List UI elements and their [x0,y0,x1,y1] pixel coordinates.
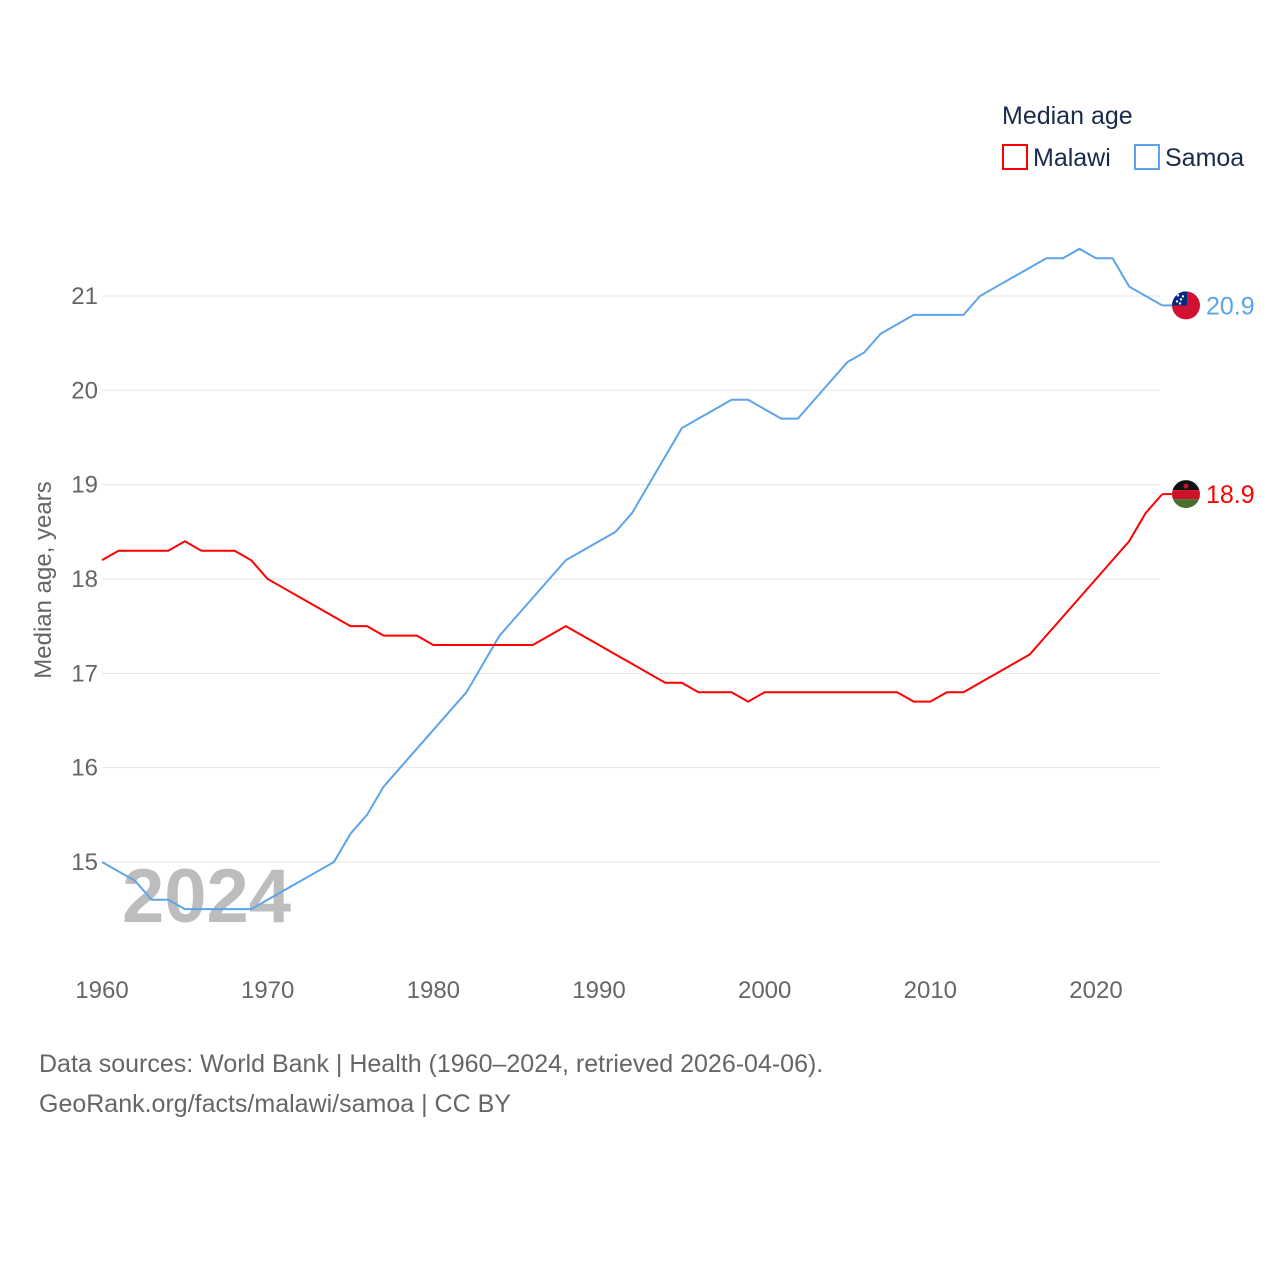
x-tick-label: 1970 [241,977,294,1004]
legend-item-samoa[interactable]: Samoa [1134,144,1244,172]
samoa-flag-icon [1172,291,1200,320]
x-tick-label: 2020 [1069,977,1122,1004]
y-axis-label: Median age, years [30,481,57,678]
y-axis-ticks: 15 16 17 18 19 20 21 [71,283,98,876]
y-tick-label: 17 [71,660,98,687]
year-watermark: 2024 [122,854,291,939]
x-tick-label: 2010 [904,977,957,1004]
x-axis-ticks: 1960 1970 1980 1990 2000 2010 2020 [75,977,1122,1004]
x-tick-label: 1990 [572,977,625,1004]
series-line-samoa [101,247,1163,911]
y-tick-label: 15 [71,849,98,876]
legend: Malawi Samoa [1002,144,1244,172]
data-sources: Data sources: World Bank | Health (1960–… [39,1050,824,1078]
gridlines [102,295,1160,863]
malawi-flag-icon [1172,480,1200,509]
credit-link[interactable]: GeoRank.org/facts/malawi/samoa | CC BY [39,1090,511,1118]
y-tick-label: 16 [71,755,98,782]
series-line-malawi [101,493,1164,703]
legend-item-malawi[interactable]: Malawi [1002,144,1111,172]
x-tick-label: 1980 [407,977,460,1004]
legend-swatch [1134,144,1160,170]
x-tick-label: 2000 [738,977,791,1004]
y-tick-label: 19 [71,472,98,499]
legend-label: Malawi [1033,144,1111,172]
series-lines [101,247,1164,911]
x-tick-label: 1960 [75,977,128,1004]
end-labels: 18.9 20.9 [1162,291,1255,509]
legend-label: Samoa [1165,144,1244,172]
line-chart: 15 16 17 18 19 20 21 1960 1970 1980 1990 2000 2010 2… [30,102,1255,1004]
y-tick-label: 20 [71,377,98,404]
y-tick-label: 21 [71,283,98,310]
legend-swatch [1002,144,1028,170]
end-value-label: 18.9 [1206,481,1255,509]
end-value-label: 20.9 [1206,292,1255,320]
y-tick-label: 18 [71,566,98,593]
footer: Data sources: World Bank | Health (1960–… [39,1044,823,1124]
legend-title: Median age [1002,102,1133,130]
